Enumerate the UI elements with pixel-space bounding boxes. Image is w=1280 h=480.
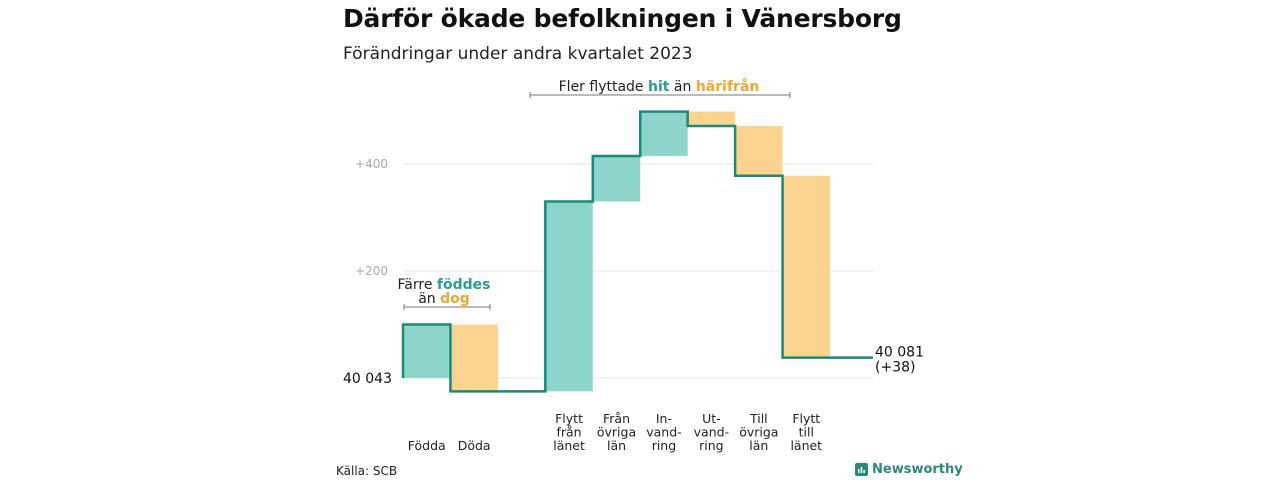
category-label: Flytt (555, 411, 583, 426)
births-annotation-bracket (403, 304, 491, 310)
source-note: Källa: SCB (336, 464, 398, 478)
category-label: Flytt (792, 411, 820, 426)
y-tick-label: +200 (355, 264, 388, 278)
category-label: Födda (408, 438, 446, 453)
brand-logo[interactable]: Newsworthy (855, 462, 963, 477)
waterfall-bar (687, 111, 736, 127)
births-annotation: Färre föddes än dog (398, 277, 491, 310)
end-value-label: 40 081 (875, 345, 924, 361)
category-label: In- (656, 411, 672, 426)
category-label: övriga (597, 425, 636, 440)
births-annotation-text-b: föddes (437, 277, 491, 293)
waterfall-bar (403, 324, 451, 378)
y-tick-label: +400 (355, 157, 388, 171)
category-label: vand- (694, 425, 729, 440)
births-annotation-text-a: Färre (398, 277, 437, 293)
moves-annotation-text-c: än (669, 79, 695, 95)
cumulative-step-line (401, 110, 873, 393)
chart-subtitle: Förändringar under andra kvartalet 2023 (343, 44, 693, 64)
bar-chart-icon (855, 463, 868, 476)
births-annotation-text-c: än (418, 291, 440, 307)
waterfall-bar (592, 155, 641, 202)
start-value-label: 40 043 (343, 371, 392, 387)
category-label: län (607, 438, 626, 453)
category-label: län (749, 438, 768, 453)
category-label: länet (790, 438, 822, 453)
svg-text:Fler flyttade hit än härifrån: Fler flyttade hit än härifrån (559, 78, 760, 95)
category-label: Ut- (702, 411, 721, 426)
waterfall-bar (640, 111, 688, 156)
category-label: vand- (646, 425, 681, 440)
waterfall-bar (545, 201, 593, 392)
waterfall-bar (782, 175, 830, 358)
waterfall-bar (450, 324, 498, 392)
waterfall-bar (735, 126, 783, 176)
category-label: övriga (739, 425, 778, 440)
category-label: länet (553, 438, 585, 453)
moves-annotation-text-d: härifrån (696, 78, 760, 95)
svg-text:Färre föddes: Färre föddes (398, 277, 491, 293)
births-annotation-text-d: dog (440, 291, 470, 307)
brand-name: Newsworthy (872, 462, 963, 477)
chart-title: Därför ökade befolkningen i Vänersborg (343, 4, 902, 33)
svg-text:än dog: än dog (418, 291, 470, 307)
moves-annotation-text-a: Fler flyttade (559, 79, 648, 95)
category-label: ring (652, 438, 676, 453)
moves-annotation-bracket (529, 92, 791, 98)
moves-annotation: Fler flyttade hit än härifrån (529, 78, 791, 98)
category-label: från (556, 425, 581, 440)
category-label: Döda (458, 438, 491, 453)
category-label: till (799, 425, 814, 440)
category-label: Från (603, 411, 630, 426)
moves-annotation-text-b: hit (648, 79, 670, 95)
category-label: Till (749, 411, 768, 426)
category-label: ring (699, 438, 723, 453)
end-change-label: (+38) (875, 360, 915, 376)
